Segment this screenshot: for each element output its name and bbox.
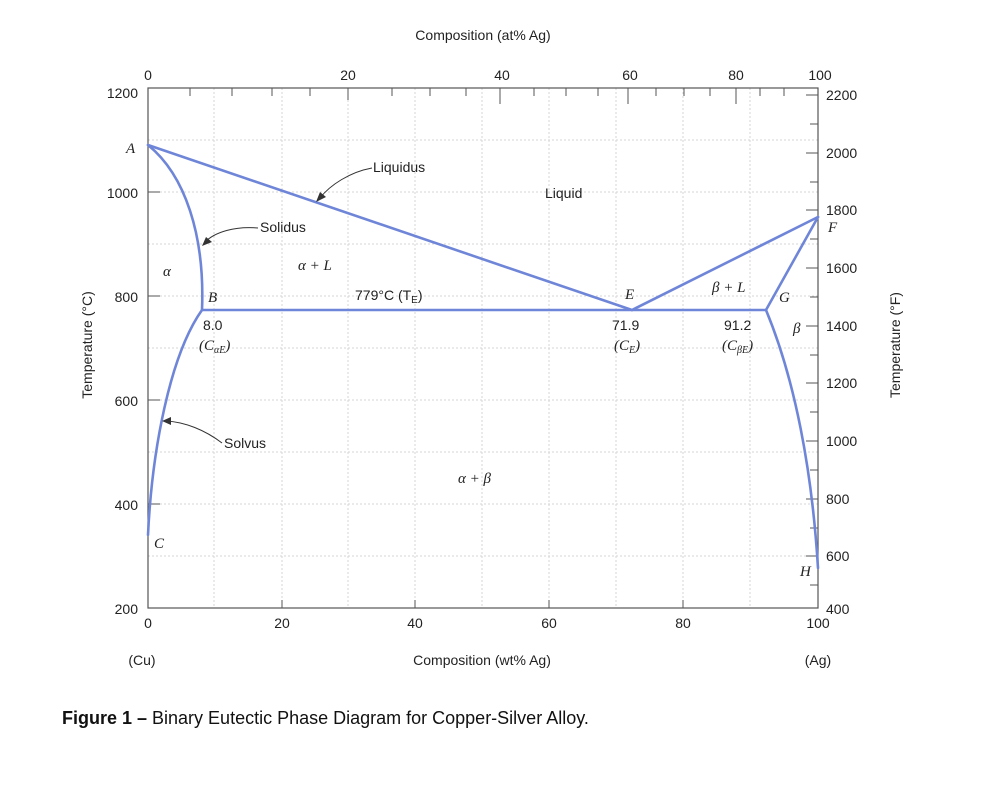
top-axis-title: Composition (at% Ag)	[415, 27, 550, 43]
c-beta-e-value: 91.2	[724, 317, 751, 333]
right-tick-label: 1600	[826, 260, 857, 276]
solidus-arrowhead	[202, 237, 212, 246]
alpha-plus-liquid-label: α + L	[298, 258, 332, 274]
c-beta-e-label: (CβE)	[722, 338, 753, 356]
plot-frame	[147, 87, 819, 609]
right-tick-label: 2000	[826, 145, 857, 161]
c-e-value: 71.9	[612, 317, 639, 333]
beta-region-label: β	[792, 321, 801, 337]
solvus-arrowhead	[162, 417, 171, 425]
eutectic-temperature-label: 779°C (TE)	[355, 287, 423, 306]
liquidus-leader	[319, 167, 373, 199]
bottom-tick-label: 40	[407, 615, 423, 631]
left-tick-label: 200	[115, 601, 139, 617]
right-tick-label: 1800	[826, 202, 857, 218]
right-tick-label: 1200	[826, 375, 857, 391]
solvus-label: Solvus	[224, 435, 266, 451]
right-tick-label: 2200	[826, 87, 857, 103]
top-tick-label: 60	[622, 67, 638, 83]
point-a-label: A	[125, 141, 136, 157]
point-g-label: G	[779, 290, 790, 306]
alpha-region-label: α	[163, 264, 172, 280]
bottom-tick-label: 60	[541, 615, 557, 631]
liquidus-label: Liquidus	[373, 159, 425, 175]
bottom-tick-label: 0	[144, 615, 152, 631]
solvus-beta	[764, 308, 820, 570]
left-tick-label: 600	[115, 393, 139, 409]
bottom-tick-label: 80	[675, 615, 691, 631]
right-tick-label: 600	[826, 548, 850, 564]
point-b-label: B	[208, 290, 217, 306]
left-axis-title: Temperature (°C)	[79, 291, 95, 399]
figure-caption: Figure 1 – Binary Eutectic Phase Diagram…	[62, 708, 589, 729]
solvus-alpha	[146, 308, 204, 537]
solidus-leader	[204, 227, 259, 243]
liquidus-line-beta	[630, 215, 820, 312]
point-c-label: C	[154, 536, 165, 552]
left-tick-label: 400	[115, 497, 139, 513]
left-tick-label: 800	[115, 289, 139, 305]
caption-prefix: Figure 1 –	[62, 708, 148, 728]
phase-boundaries	[146, 143, 820, 570]
liquid-region-label: Liquid	[545, 185, 582, 201]
top-tick-label: 80	[728, 67, 744, 83]
leader-lines	[162, 167, 373, 444]
left-tick-label: 1000	[107, 185, 138, 201]
liquidus-line-alpha	[146, 143, 634, 312]
c-alpha-e-value: 8.0	[203, 317, 223, 333]
right-tick-label: 1400	[826, 318, 857, 334]
solidus-beta	[764, 215, 820, 312]
c-e-label: (CE)	[614, 338, 640, 356]
top-tick-label: 40	[494, 67, 510, 83]
liquidus-arrowhead	[316, 192, 326, 202]
right-axis-title: Temperature (°F)	[887, 292, 903, 398]
right-tick-label: 1000	[826, 433, 857, 449]
bottom-tick-label: 20	[274, 615, 290, 631]
caption-text: Binary Eutectic Phase Diagram for Copper…	[147, 708, 589, 728]
alpha-plus-beta-label: α + β	[458, 471, 491, 487]
point-e-label: E	[624, 287, 634, 303]
axis-ticks	[148, 88, 818, 608]
ag-end-label: (Ag)	[805, 652, 831, 668]
right-tick-label: 800	[826, 491, 850, 507]
left-tick-label: 1200	[107, 85, 138, 101]
top-tick-label: 20	[340, 67, 356, 83]
grid-lines	[148, 88, 818, 608]
solidus-alpha	[146, 143, 204, 312]
top-tick-label: 0	[144, 67, 152, 83]
bottom-axis-title: Composition (wt% Ag)	[413, 652, 551, 668]
c-alpha-e-label: (CαE)	[199, 338, 230, 356]
point-h-label: H	[799, 564, 812, 580]
point-f-label: F	[827, 220, 838, 236]
bottom-tick-label: 100	[806, 615, 830, 631]
top-tick-label: 100	[808, 67, 832, 83]
right-tick-label: 400	[826, 601, 850, 617]
solidus-label: Solidus	[260, 219, 306, 235]
beta-plus-liquid-label: β + L	[711, 280, 745, 296]
cu-end-label: (Cu)	[128, 652, 155, 668]
